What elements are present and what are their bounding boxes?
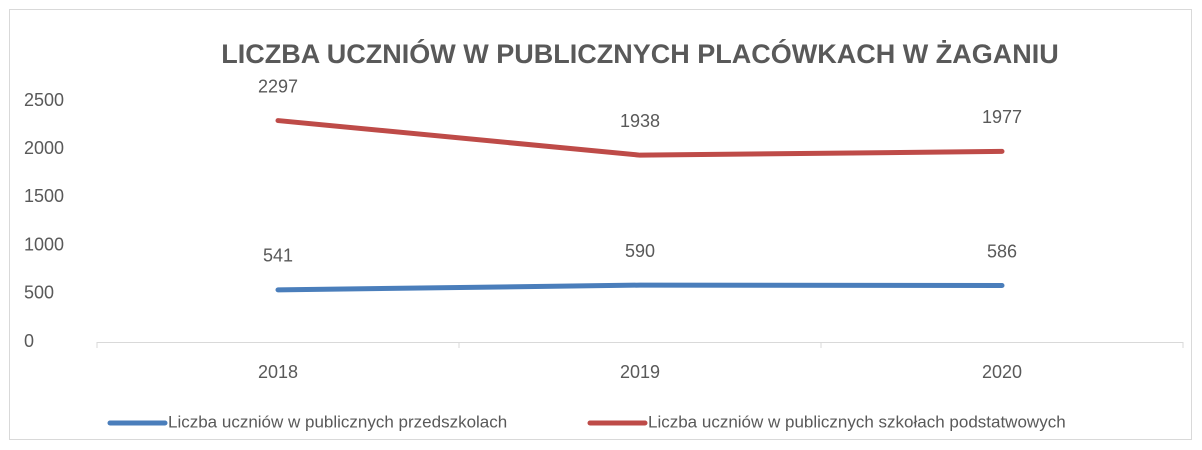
x-tick-label: 2019	[620, 362, 660, 382]
data-label: 586	[987, 241, 1017, 261]
data-label: 590	[625, 241, 655, 261]
y-tick-label: 500	[24, 283, 54, 303]
y-tick-label: 2500	[24, 90, 64, 110]
x-tick-label: 2018	[258, 362, 298, 382]
data-label: 1938	[620, 111, 660, 131]
y-tick-label: 0	[24, 331, 34, 351]
y-tick-label: 1000	[24, 234, 64, 254]
x-tick-label: 2020	[982, 362, 1022, 382]
y-tick-label: 2000	[24, 138, 64, 158]
chart-border	[9, 9, 1192, 440]
line-series	[275, 282, 1005, 293]
chart-title: LICZBA UCZNIÓW W PUBLICZNYCH PLACÓWKACH …	[221, 38, 1058, 69]
y-tick-label: 1500	[24, 186, 64, 206]
line-series	[275, 118, 1005, 158]
data-label: 2297	[258, 76, 298, 96]
legend-label: Liczba uczniów w publicznych przedszkola…	[168, 412, 507, 431]
data-label: 541	[263, 246, 293, 266]
data-label: 1977	[982, 107, 1022, 127]
legend-label: Liczba uczniów w publicznych szkołach po…	[648, 412, 1066, 431]
